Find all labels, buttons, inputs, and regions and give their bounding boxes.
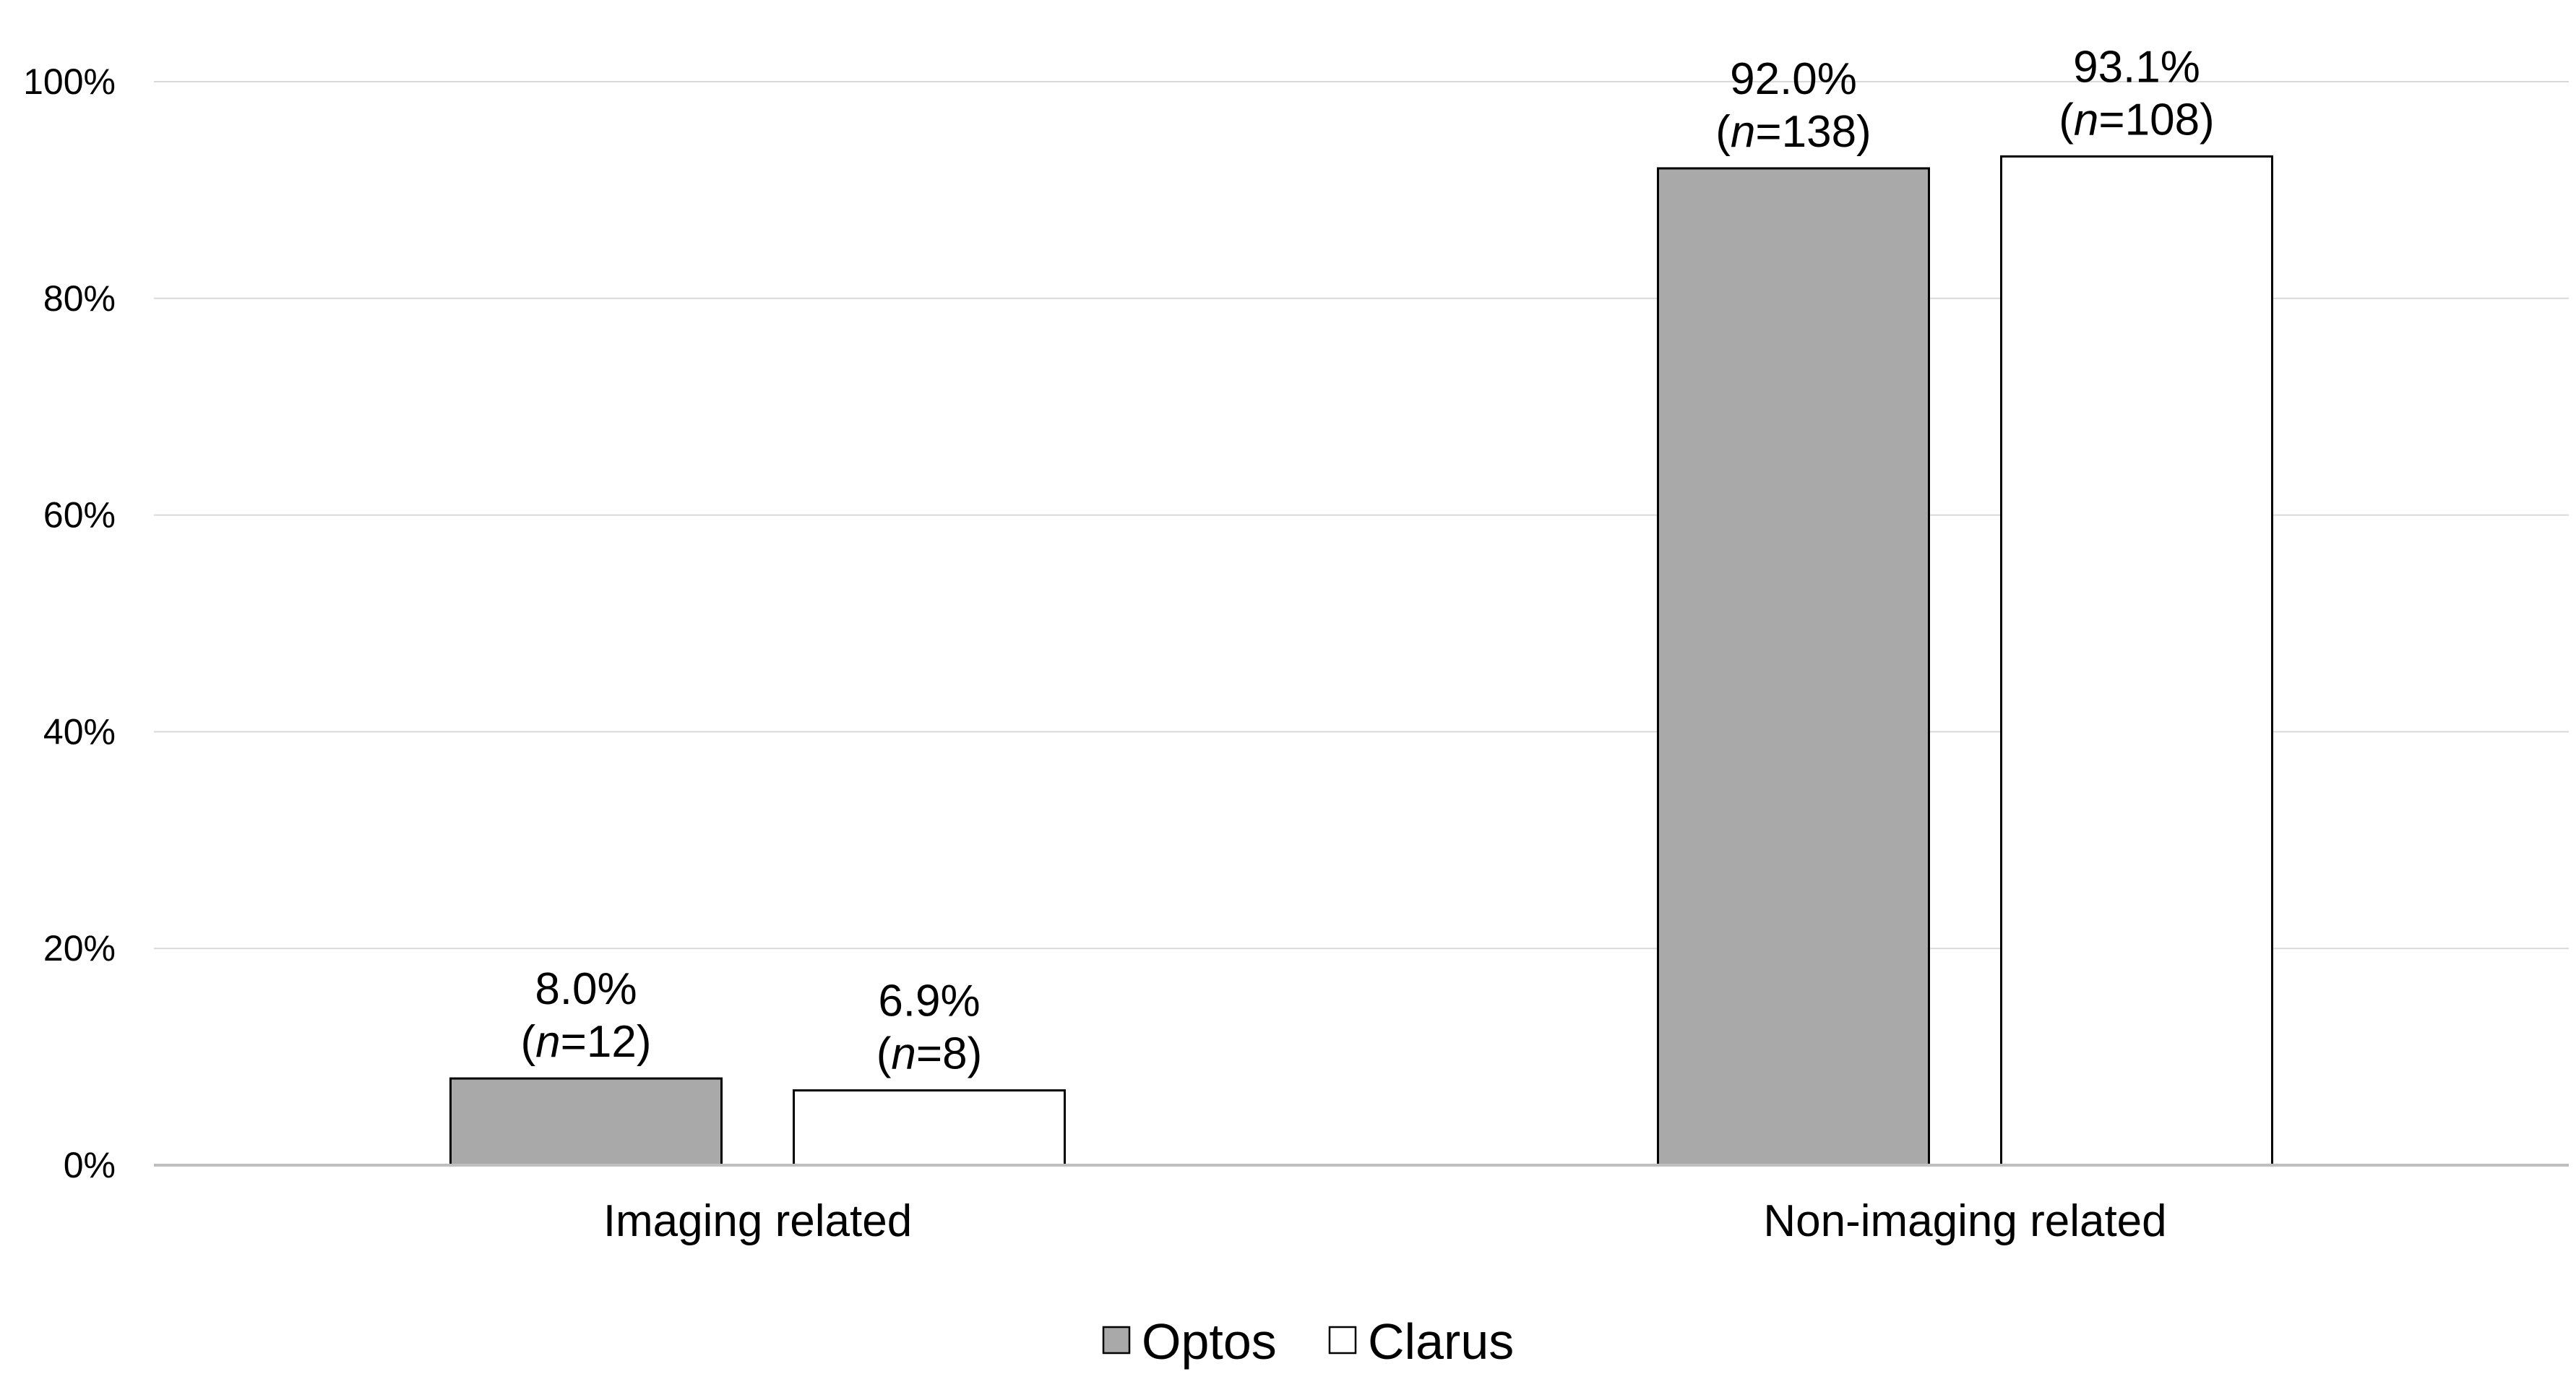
data-label-percent: 6.9%	[878, 977, 980, 1026]
legend-swatch-clarus	[1328, 1326, 1357, 1355]
legend-swatch-optos	[1102, 1326, 1131, 1355]
x-axis-categories: Imaging related Non-imaging related	[603, 1196, 2167, 1246]
legend-item-clarus: Clarus	[1328, 1313, 1514, 1370]
x-category-label: Imaging related	[603, 1196, 912, 1246]
y-tick-label: 100%	[23, 61, 116, 102]
bar-clarus	[2000, 155, 2273, 1167]
data-labels: 8.0%(n=12) 6.9%(n=8) 92.0%(n=138) 93.1%(n=1…	[521, 42, 2215, 1078]
bars	[449, 155, 2273, 1167]
y-tick-label: 60%	[43, 495, 116, 536]
data-label-percent: 8.0%	[535, 964, 637, 1014]
legend-item-optos: Optos	[1102, 1313, 1277, 1370]
y-tick-label: 0%	[64, 1145, 116, 1185]
y-tick-label: 20%	[43, 928, 116, 969]
data-label-percent: 93.1%	[2073, 42, 2200, 92]
legend-label-optos: Optos	[1142, 1313, 1277, 1370]
data-label-count: (n=108)	[2059, 95, 2214, 145]
x-category-label: Non-imaging related	[1763, 1196, 2166, 1246]
legend: Optos Clarus	[1102, 1313, 1514, 1370]
data-label-count: (n=8)	[876, 1029, 982, 1079]
bar-clarus	[793, 1089, 1066, 1167]
legend-label-clarus: Clarus	[1368, 1313, 1514, 1370]
y-axis-ticks: 0% 20% 40% 60% 80% 100%	[23, 61, 116, 1185]
bar-optos	[1657, 167, 1930, 1167]
data-label-percent: 92.0%	[1730, 54, 1857, 104]
y-tick-label: 40%	[43, 711, 116, 752]
y-tick-label: 80%	[43, 278, 116, 319]
bar-optos	[449, 1077, 723, 1167]
data-label-count: (n=138)	[1715, 107, 1871, 157]
data-label-count: (n=12)	[521, 1017, 652, 1067]
